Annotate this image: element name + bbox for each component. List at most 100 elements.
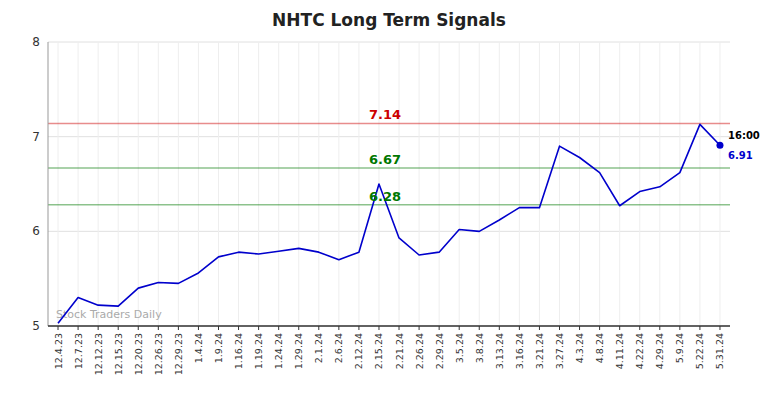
x-tick-label: 3.21.24 xyxy=(534,333,545,369)
grid-line xyxy=(639,42,640,326)
grid-line xyxy=(619,42,620,326)
x-tick xyxy=(338,326,339,330)
grid-line xyxy=(198,42,199,326)
x-tick-label: 4.11.24 xyxy=(614,333,625,369)
x-tick-label: 2.15.24 xyxy=(373,333,384,369)
grid-line xyxy=(238,42,239,326)
grid-line xyxy=(699,42,700,326)
x-tick-label: 1.19.24 xyxy=(253,333,264,369)
grid-line xyxy=(138,42,139,326)
title: NHTC Long Term Signals xyxy=(272,10,506,30)
x-tick-label: 1.24.24 xyxy=(273,333,284,369)
x-tick-label: 2.6.24 xyxy=(333,333,344,363)
grid-line xyxy=(48,326,730,327)
x-tick xyxy=(399,326,400,330)
grid-line xyxy=(719,42,720,326)
grid-line xyxy=(218,42,219,326)
x-tick xyxy=(58,326,59,330)
x-tick-label: 5.9.24 xyxy=(674,333,685,363)
x-tick xyxy=(579,326,580,330)
x-tick xyxy=(138,326,139,330)
y-tick-label: 7 xyxy=(32,130,40,144)
x-tick-label: 4.3.24 xyxy=(574,333,585,363)
grid-line xyxy=(58,42,59,326)
grid-line xyxy=(278,42,279,326)
x-tick xyxy=(499,326,500,330)
x-tick-label: 3.16.24 xyxy=(514,333,525,369)
grid-line xyxy=(118,42,119,326)
x-tick xyxy=(439,326,440,330)
x-tick xyxy=(278,326,279,330)
grid-line xyxy=(579,42,580,326)
watermark: Stock Traders Daily xyxy=(56,308,162,321)
reference-line xyxy=(48,204,730,206)
last-time: 16:00 xyxy=(728,130,760,141)
grid-line xyxy=(499,42,500,326)
x-tick-label: 1.4.24 xyxy=(193,333,204,363)
x-tick-label: 3.8.24 xyxy=(474,333,485,363)
x-tick-label: 1.9.24 xyxy=(213,333,224,363)
x-tick-label: 5.22.24 xyxy=(694,333,705,369)
x-tick-label: 2.26.24 xyxy=(414,333,425,369)
grid-line xyxy=(459,42,460,326)
grid-line xyxy=(48,42,730,43)
x-tick-label: 12.26.23 xyxy=(153,333,164,375)
x-tick-label: 5.31.24 xyxy=(714,333,725,369)
x-tick xyxy=(78,326,79,330)
x-tick xyxy=(358,326,359,330)
x-tick-label: 2.21.24 xyxy=(394,333,405,369)
x-tick xyxy=(519,326,520,330)
x-tick xyxy=(659,326,660,330)
grid-line xyxy=(439,42,440,326)
x-tick-label: 3.27.24 xyxy=(554,333,565,369)
x-tick-label: 4.8.24 xyxy=(594,333,605,363)
x-tick xyxy=(679,326,680,330)
x-axis xyxy=(48,325,730,327)
x-tick-label: 3.13.24 xyxy=(494,333,505,369)
x-tick xyxy=(178,326,179,330)
x-tick xyxy=(118,326,119,330)
x-tick-label: 12.29.23 xyxy=(173,333,184,375)
reference-line xyxy=(48,123,730,125)
y-tick-label: 5 xyxy=(32,319,40,333)
x-tick xyxy=(699,326,700,330)
x-tick xyxy=(378,326,379,330)
x-tick-label: 2.12.24 xyxy=(353,333,364,369)
x-tick xyxy=(238,326,239,330)
x-tick xyxy=(298,326,299,330)
x-tick xyxy=(719,326,720,330)
grid-line xyxy=(358,42,359,326)
grid-line xyxy=(559,42,560,326)
x-tick-label: 12.4.23 xyxy=(53,333,64,369)
x-tick-label: 2.1.24 xyxy=(313,333,324,363)
reference-label: 6.67 xyxy=(369,152,401,167)
x-tick xyxy=(639,326,640,330)
grid-line xyxy=(679,42,680,326)
y-tick-label: 6 xyxy=(32,224,40,238)
x-tick-label: 12.15.23 xyxy=(113,333,124,375)
x-tick-label: 1.29.24 xyxy=(293,333,304,369)
x-tick-label: 4.22.24 xyxy=(634,333,645,369)
x-tick-label: 12.7.23 xyxy=(73,333,84,369)
x-tick-label: 12.20.23 xyxy=(133,333,144,375)
x-tick xyxy=(218,326,219,330)
grid-line xyxy=(419,42,420,326)
grid-line xyxy=(158,42,159,326)
x-tick xyxy=(619,326,620,330)
grid-line xyxy=(298,42,299,326)
grid-line xyxy=(78,42,79,326)
grid-line xyxy=(519,42,520,326)
last-point xyxy=(716,142,723,149)
x-tick xyxy=(539,326,540,330)
plot-area xyxy=(48,123,730,323)
grid-line xyxy=(539,42,540,326)
x-tick-label: 2.29.24 xyxy=(434,333,445,369)
x-tick-label: 4.29.24 xyxy=(654,333,665,369)
x-tick xyxy=(198,326,199,330)
x-tick-label: 1.16.24 xyxy=(233,333,244,369)
x-tick xyxy=(559,326,560,330)
grid-line xyxy=(659,42,660,326)
x-tick xyxy=(158,326,159,330)
grid-line xyxy=(48,231,730,232)
price-line xyxy=(58,124,720,323)
